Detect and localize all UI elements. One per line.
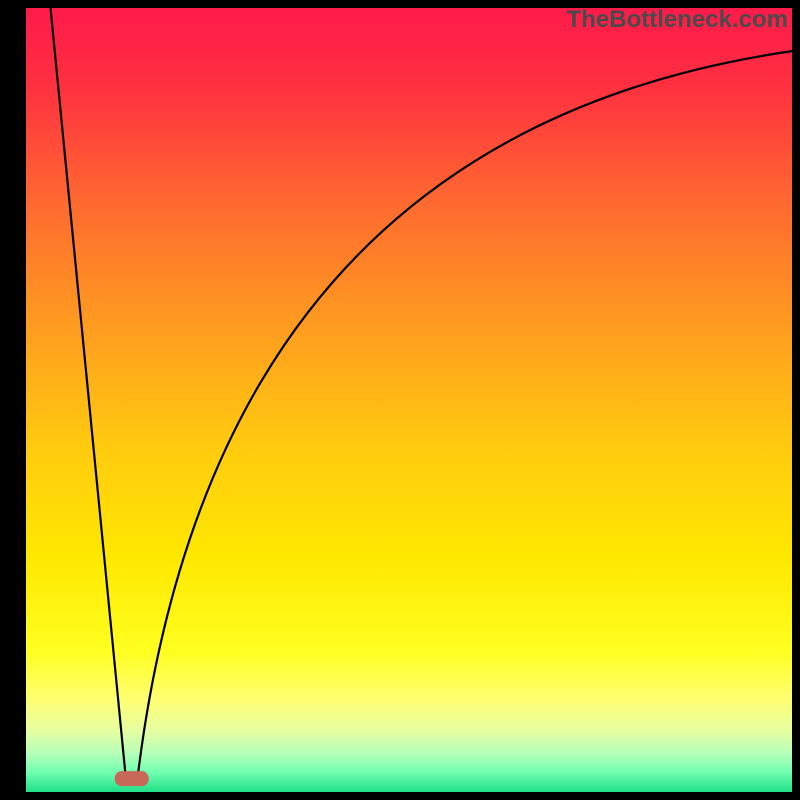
bottleneck-curve <box>51 8 792 776</box>
frame-bottom <box>0 792 800 800</box>
plot-area <box>26 8 792 792</box>
curve-layer <box>26 8 792 792</box>
frame-right <box>792 0 800 800</box>
frame-left <box>0 0 26 800</box>
optimum-marker <box>115 771 149 786</box>
chart-container: TheBottleneck.com <box>0 0 800 800</box>
watermark-text: TheBottleneck.com <box>567 6 788 34</box>
